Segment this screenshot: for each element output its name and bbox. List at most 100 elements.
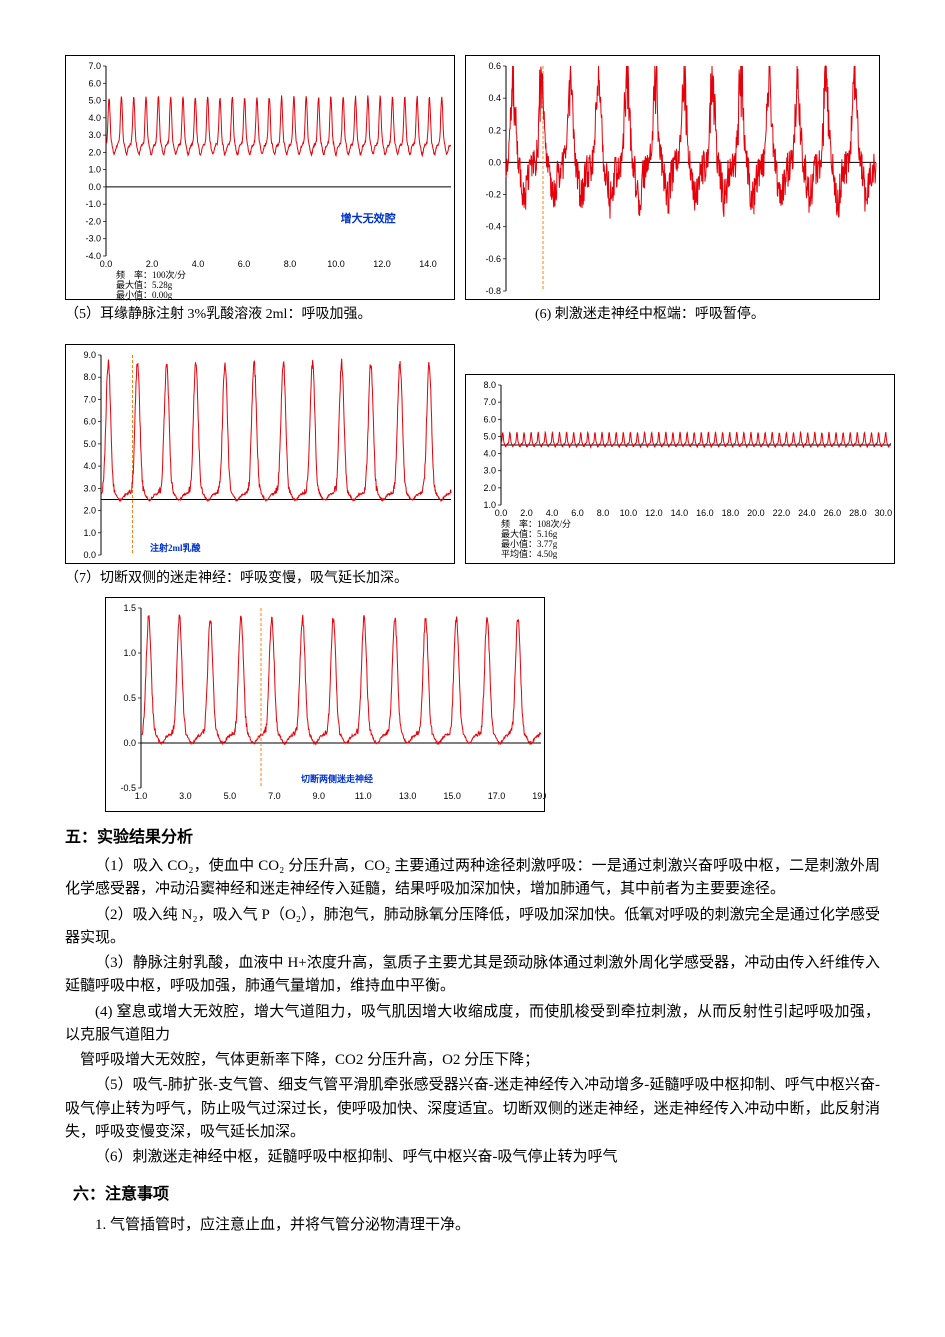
svg-text:最小值：3.77g: 最小值：3.77g — [501, 538, 558, 549]
svg-text:-0.5: -0.5 — [120, 783, 136, 793]
svg-text:最小值：0.00g: 最小值：0.00g — [116, 289, 173, 300]
svg-text:7.0: 7.0 — [483, 397, 496, 407]
svg-text:0.0: 0.0 — [488, 157, 501, 167]
section-5-paragraph: 管呼吸增大无效腔，气体更新率下降，CO2 分压升高，O2 分压下降； — [65, 1049, 880, 1072]
section-5-paragraph: (4) 窒息或增大无效腔，增大气道阻力，吸气肌因增大收缩成度，而使肌梭受到牵拉刺… — [65, 1001, 880, 1048]
chart-2a-panel: 0.01.02.03.04.05.06.07.08.09.0注射2ml乳酸 — [65, 344, 455, 564]
svg-text:28.0: 28.0 — [849, 508, 867, 518]
svg-text:0.0: 0.0 — [100, 259, 113, 269]
section-6-title: 六：注意事项 — [73, 1183, 880, 1208]
svg-text:-0.4: -0.4 — [485, 222, 501, 232]
svg-text:30.0: 30.0 — [875, 508, 893, 518]
svg-text:4.0: 4.0 — [88, 113, 101, 123]
svg-text:18.0: 18.0 — [722, 508, 740, 518]
svg-text:-0.2: -0.2 — [485, 190, 501, 200]
svg-text:7.0: 7.0 — [88, 61, 101, 71]
section-5-paragraph: （2）吸入纯 N₂，吸入气 P（O₂），肺泡气，肺动脉氧分压降低，呼吸加深加快。… — [65, 904, 880, 951]
svg-text:12.0: 12.0 — [373, 259, 391, 269]
svg-text:2.0: 2.0 — [520, 508, 533, 518]
svg-text:3.0: 3.0 — [88, 130, 101, 140]
svg-text:4.0: 4.0 — [83, 461, 96, 471]
svg-text:15.0: 15.0 — [443, 791, 461, 801]
section-6-note: 1. 气管插管时，应注意止血，并将气管分泌物清理干净。 — [65, 1214, 880, 1237]
svg-text:1.0: 1.0 — [123, 648, 136, 658]
svg-text:10.0: 10.0 — [620, 508, 638, 518]
svg-text:-2.0: -2.0 — [85, 216, 101, 226]
svg-text:6.0: 6.0 — [88, 78, 101, 88]
chart-1a-panel: -4.0-3.0-2.0-1.00.01.02.03.04.05.06.07.0… — [65, 55, 455, 300]
svg-text:1.0: 1.0 — [83, 527, 96, 537]
chart-row-3: -0.5 0.0 0.5 1.0 1.5 1.0 3.0 5.0 7.0 9.0 11.0 13.0 1… — [105, 597, 880, 812]
svg-text:4.0: 4.0 — [483, 448, 496, 458]
svg-text:3.0: 3.0 — [483, 465, 496, 475]
svg-text:7.0: 7.0 — [83, 394, 96, 404]
svg-text:2.0: 2.0 — [88, 147, 101, 157]
svg-text:0.5: 0.5 — [123, 693, 136, 703]
svg-text:13.0: 13.0 — [399, 791, 417, 801]
chart-1b-panel: -0.8 -0.6 -0.4 -0.2 0.0 0.2 0.4 0.6 — [465, 55, 880, 300]
svg-text:6.0: 6.0 — [83, 416, 96, 426]
section-5-paragraph: （1）吸入 CO₂，使血中 CO₂ 分压升高，CO₂ 主要通过两种途径刺激呼吸：… — [65, 855, 880, 902]
svg-text:26.0: 26.0 — [824, 508, 842, 518]
svg-text:-3.0: -3.0 — [85, 234, 101, 244]
svg-text:22.0: 22.0 — [773, 508, 791, 518]
svg-text:频 率：100次/分: 频 率：100次/分 — [116, 269, 186, 280]
svg-text:-4.0: -4.0 — [85, 251, 101, 261]
chart-row-1: -4.0-3.0-2.0-1.00.01.02.03.04.05.06.07.0… — [65, 55, 880, 300]
svg-text:0.4: 0.4 — [488, 93, 501, 103]
svg-text:0.2: 0.2 — [488, 125, 501, 135]
chart-2b-panel: 1.02.03.04.05.06.07.08.00.02.04.06.08.01… — [465, 374, 895, 564]
svg-text:3.0: 3.0 — [179, 791, 192, 801]
svg-text:-0.6: -0.6 — [485, 254, 501, 264]
svg-text:8.0: 8.0 — [597, 508, 610, 518]
svg-text:14.0: 14.0 — [419, 259, 437, 269]
caption-6: (6) 刺激迷走神经中枢端：呼吸暂停。 — [535, 304, 765, 326]
svg-text:5.0: 5.0 — [224, 791, 237, 801]
svg-text:2.0: 2.0 — [83, 505, 96, 515]
svg-text:5.0: 5.0 — [88, 96, 101, 106]
section-5-body: （1）吸入 CO₂，使血中 CO₂ 分压升高，CO₂ 主要通过两种途径刺激呼吸：… — [65, 855, 880, 1169]
svg-text:平均值：1.77g: 平均值：1.77g — [116, 299, 173, 301]
svg-text:24.0: 24.0 — [798, 508, 816, 518]
svg-text:2.0: 2.0 — [146, 259, 159, 269]
svg-text:1.0: 1.0 — [135, 791, 148, 801]
svg-text:3.0: 3.0 — [83, 483, 96, 493]
svg-text:6.0: 6.0 — [483, 414, 496, 424]
svg-text:增大无效腔: 增大无效腔 — [341, 211, 396, 225]
svg-text:16.0: 16.0 — [696, 508, 714, 518]
svg-text:11.0: 11.0 — [355, 791, 372, 801]
svg-text:0.0: 0.0 — [495, 508, 508, 518]
svg-text:0.0: 0.0 — [123, 738, 136, 748]
svg-text:8.0: 8.0 — [284, 259, 297, 269]
svg-text:0.6: 0.6 — [488, 61, 501, 71]
svg-text:1.5: 1.5 — [123, 603, 136, 613]
svg-text:12.0: 12.0 — [645, 508, 663, 518]
svg-text:0.0: 0.0 — [88, 182, 101, 192]
svg-text:9.0: 9.0 — [83, 350, 96, 360]
svg-text:5.0: 5.0 — [83, 439, 96, 449]
caption-row-1: （5）耳缘静脉注射 3%乳酸溶液 2ml：呼吸加强。 (6) 刺激迷走神经中枢端… — [65, 304, 880, 326]
svg-text:17.0: 17.0 — [488, 791, 506, 801]
svg-text:频 率：108次/分: 频 率：108次/分 — [501, 518, 571, 529]
svg-text:最大值：5.28g: 最大值：5.28g — [116, 279, 173, 290]
svg-text:8.0: 8.0 — [83, 372, 96, 382]
chart-row-2: 0.01.02.03.04.05.06.07.08.09.0注射2ml乳酸 1.… — [65, 344, 880, 564]
svg-text:4.0: 4.0 — [546, 508, 559, 518]
svg-text:20.0: 20.0 — [747, 508, 765, 518]
svg-text:10.0: 10.0 — [327, 259, 345, 269]
chart-3-panel: -0.5 0.0 0.5 1.0 1.5 1.0 3.0 5.0 7.0 9.0 11.0 13.0 1… — [105, 597, 545, 812]
svg-text:6.0: 6.0 — [238, 259, 251, 269]
svg-text:0.0: 0.0 — [83, 550, 96, 560]
caption-5: （5）耳缘静脉注射 3%乳酸溶液 2ml：呼吸加强。 — [65, 304, 525, 326]
svg-text:-0.8: -0.8 — [485, 286, 501, 296]
svg-text:9.0: 9.0 — [313, 791, 326, 801]
svg-text:1.0: 1.0 — [88, 165, 101, 175]
svg-text:7.0: 7.0 — [268, 791, 281, 801]
svg-text:平均值：4.50g: 平均值：4.50g — [501, 548, 558, 559]
svg-text:4.0: 4.0 — [192, 259, 205, 269]
svg-text:切断两侧迷走神经: 切断两侧迷走神经 — [301, 773, 373, 784]
svg-text:最大值：5.16g: 最大值：5.16g — [501, 528, 558, 539]
svg-text:5.0: 5.0 — [483, 431, 496, 441]
caption-7: （7）切断双侧的迷走神经：呼吸变慢，吸气延长加深。 — [65, 568, 880, 590]
svg-text:2.0: 2.0 — [483, 483, 496, 493]
